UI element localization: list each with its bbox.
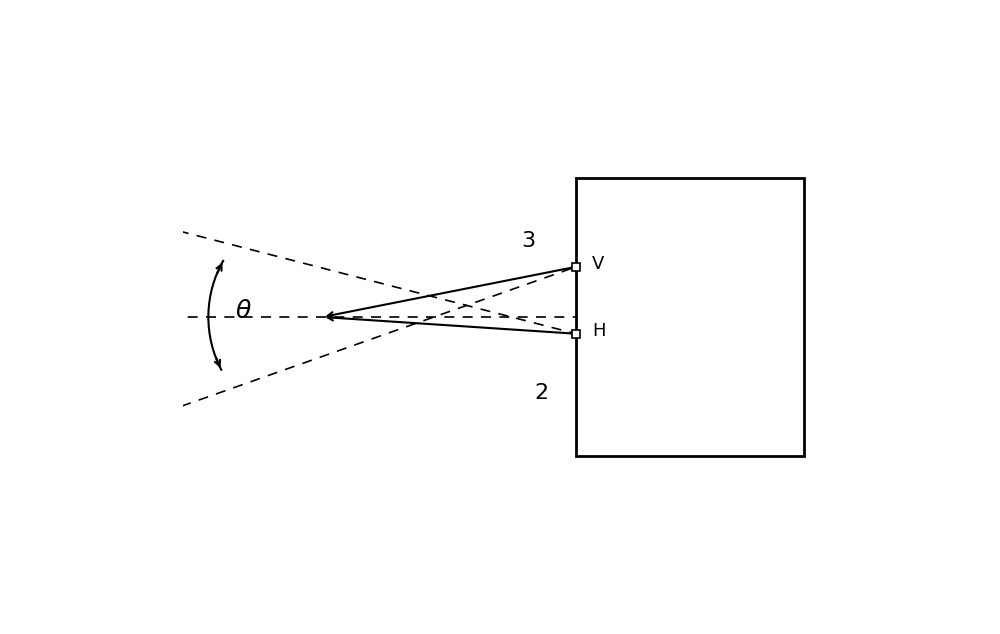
Bar xyxy=(576,178,804,456)
Bar xyxy=(572,330,580,337)
Text: 3: 3 xyxy=(521,231,536,251)
Bar xyxy=(572,263,580,271)
Text: H: H xyxy=(592,321,605,340)
Text: $\theta$: $\theta$ xyxy=(235,299,252,323)
Text: 2: 2 xyxy=(534,383,548,403)
Text: V: V xyxy=(592,255,604,273)
